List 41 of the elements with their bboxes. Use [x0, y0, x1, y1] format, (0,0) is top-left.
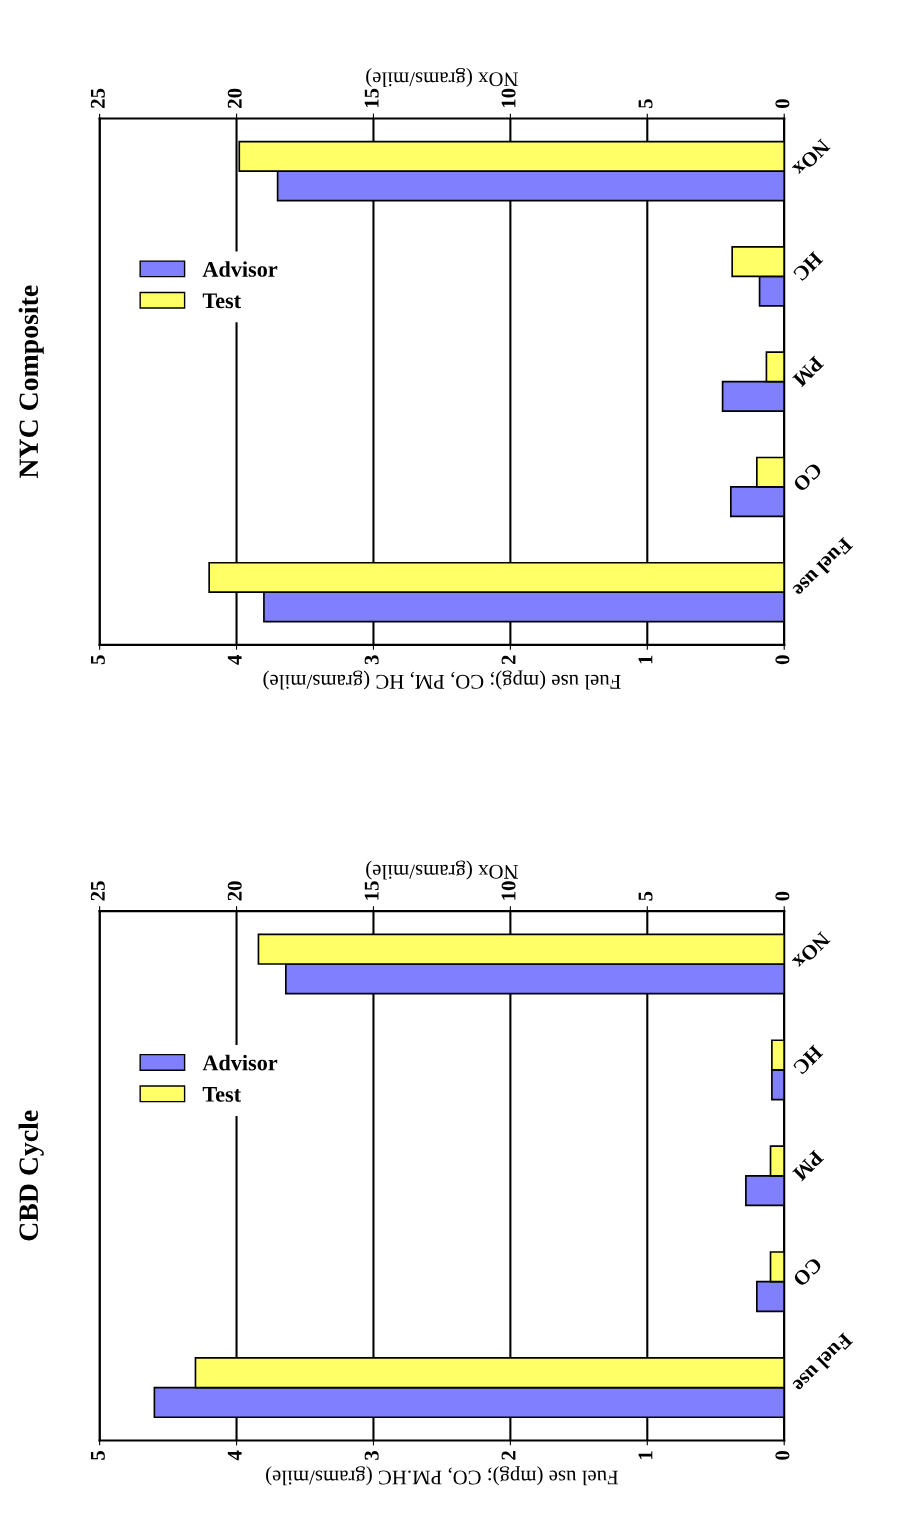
legend-label: Test	[202, 293, 241, 309]
x2-tick-label: 0	[775, 99, 790, 108]
legend-label: Test	[202, 1087, 241, 1102]
y-tick-label: PM	[792, 355, 825, 388]
legend-label: Advisor	[202, 1054, 278, 1071]
x2-tick-label: 15	[364, 881, 379, 900]
x-tick-label: 5	[90, 655, 105, 665]
x2-axis-title: NOx (grams/mile)	[366, 67, 518, 87]
x-tick-label: 4	[227, 1450, 242, 1461]
x-tick-label: 0	[775, 655, 790, 665]
x2-tick-label: 5	[638, 99, 653, 108]
y-tick-label: HC	[792, 250, 824, 282]
x-tick-label: 0	[775, 1451, 790, 1460]
x-axis-title: Fuel use (mpg); CO, PM, HC (grams/mile)	[263, 670, 621, 690]
x-tick-label: 2	[501, 1451, 516, 1460]
x2-tick-label: 15	[364, 88, 379, 108]
x-axis-title: Fuel use (mpg); CO, PM.HC (grams/mile)	[266, 1466, 619, 1486]
y-tick-label: CO	[792, 461, 823, 493]
x-tick-label: 2	[501, 655, 516, 665]
x2-tick-label: 20	[227, 881, 242, 901]
x2-tick-label: 0	[775, 891, 790, 901]
legend-label: Advisor	[202, 261, 278, 277]
y-tick-label: NOx	[791, 138, 831, 178]
x-tick-label: 1	[638, 1451, 653, 1459]
x2-tick-label: 25	[90, 88, 105, 108]
x-tick-label: 1	[638, 655, 653, 664]
x2-axis-title: NOx (grams/mile)	[366, 860, 518, 880]
text: CBD Cycle	[18, 1110, 44, 1241]
x-tick-label: 5	[90, 1450, 105, 1460]
x2-tick-label: 10	[501, 881, 516, 900]
x2-tick-label: 5	[638, 891, 653, 901]
x2-tick-label: 25	[90, 881, 105, 901]
x-tick-label: 3	[364, 1450, 379, 1460]
y-tick-label: CO	[792, 1256, 823, 1288]
y-tick-label: HC	[792, 1044, 824, 1075]
text: NYC Composite	[18, 285, 44, 478]
x2-tick-label: 20	[227, 88, 242, 108]
x-tick-label: 3	[364, 655, 379, 665]
y-tick-label: PM	[792, 1149, 825, 1182]
x-tick-label: 4	[227, 654, 242, 665]
x2-tick-label: 10	[501, 88, 516, 108]
